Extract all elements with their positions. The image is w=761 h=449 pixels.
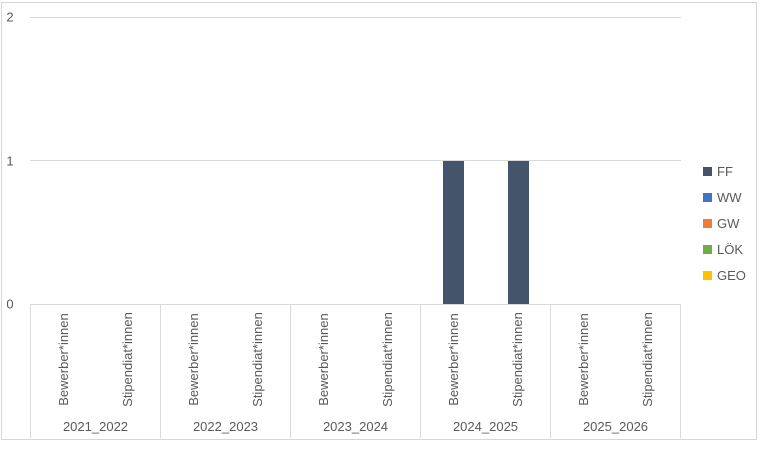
category-sub-cell: Bewerber*innen	[161, 304, 226, 415]
category-sub-cell: Bewerber*innen	[291, 304, 356, 415]
category-group-2021_2022: Bewerber*innen Stipendiat*innen 2021_2022	[30, 304, 160, 438]
category-group-label: 2023_2024	[322, 419, 389, 434]
category-sub-cell: Bewerber*innen	[551, 304, 616, 415]
legend-swatch-icon	[703, 219, 712, 228]
category-sub-label: Stipendiat*innen	[250, 312, 266, 407]
legend: FF WW GW LÖK GEO	[703, 165, 746, 282]
category-sub-labels: Bewerber*innen Stipendiat*innen	[31, 304, 160, 415]
category-sub-labels: Bewerber*innen Stipendiat*innen	[161, 304, 290, 415]
category-sub-label: Stipendiat*innen	[640, 312, 656, 407]
category-sub-cell: Stipendiat*innen	[96, 304, 161, 415]
legend-label: GEO	[717, 268, 746, 283]
legend-swatch-icon	[703, 245, 712, 254]
category-sub-label: Bewerber*innen	[315, 313, 331, 406]
category-sub-cell: Stipendiat*innen	[356, 304, 421, 415]
legend-label: GW	[717, 216, 740, 231]
category-sub-label: Bewerber*innen	[55, 313, 71, 406]
category-sub-label: Bewerber*innen	[575, 313, 591, 406]
bar-ff-2024_2025-bewerber	[442, 160, 464, 304]
x-axis-category-area: Bewerber*innen Stipendiat*innen 2021_2022 B…	[30, 304, 681, 438]
legend-label: FF	[717, 164, 733, 179]
x-axis-line	[30, 303, 681, 305]
legend-item-ff: FF	[703, 165, 746, 178]
legend-label: LÖK	[717, 242, 744, 257]
gridline-y1	[30, 160, 681, 161]
category-sub-label: Stipendiat*innen	[510, 312, 526, 407]
category-sub-label: Bewerber*innen	[445, 313, 461, 406]
category-group-2025_2026: Bewerber*innen Stipendiat*innen 2025_2026	[550, 304, 681, 438]
category-sub-label: Bewerber*innen	[185, 313, 201, 406]
legend-label: WW	[717, 190, 742, 205]
category-sub-cell: Bewerber*innen	[421, 304, 486, 415]
legend-item-ww: WW	[703, 191, 746, 204]
category-sub-cell: Stipendiat*innen	[616, 304, 681, 415]
category-group-2023_2024: Bewerber*innen Stipendiat*innen 2023_2024	[290, 304, 420, 438]
y-axis-tick-label: 0	[6, 296, 14, 312]
category-sub-labels: Bewerber*innen Stipendiat*innen	[551, 304, 680, 415]
category-group-label: 2021_2022	[62, 419, 129, 434]
category-sub-cell: Bewerber*innen	[31, 304, 96, 415]
category-sub-labels: Bewerber*innen Stipendiat*innen	[421, 304, 550, 415]
category-group-label: 2025_2026	[582, 419, 649, 434]
legend-swatch-icon	[703, 167, 712, 176]
bar-ff-2024_2025-stipendiat	[507, 160, 529, 304]
category-group-2024_2025: Bewerber*innen Stipendiat*innen 2024_2025	[420, 304, 550, 438]
category-sub-cell: Stipendiat*innen	[226, 304, 291, 415]
legend-swatch-icon	[703, 193, 712, 202]
legend-item-lök: LÖK	[703, 243, 746, 256]
category-group-2022_2023: Bewerber*innen Stipendiat*innen 2022_2023	[160, 304, 290, 438]
legend-item-geo: GEO	[703, 269, 746, 282]
category-group-label: 2022_2023	[192, 419, 259, 434]
category-sub-label: Stipendiat*innen	[120, 312, 136, 407]
category-group-label: 2024_2025	[452, 419, 519, 434]
legend-item-gw: GW	[703, 217, 746, 230]
gridline-y2	[30, 16, 681, 18]
legend-swatch-icon	[703, 271, 712, 280]
category-sub-cell: Stipendiat*innen	[486, 304, 551, 415]
plot-area	[30, 16, 681, 305]
category-sub-labels: Bewerber*innen Stipendiat*innen	[291, 304, 420, 415]
y-axis-tick-label: 1	[6, 153, 14, 168]
category-sub-label: Stipendiat*innen	[380, 312, 396, 407]
y-axis-tick-label: 2	[6, 9, 14, 25]
